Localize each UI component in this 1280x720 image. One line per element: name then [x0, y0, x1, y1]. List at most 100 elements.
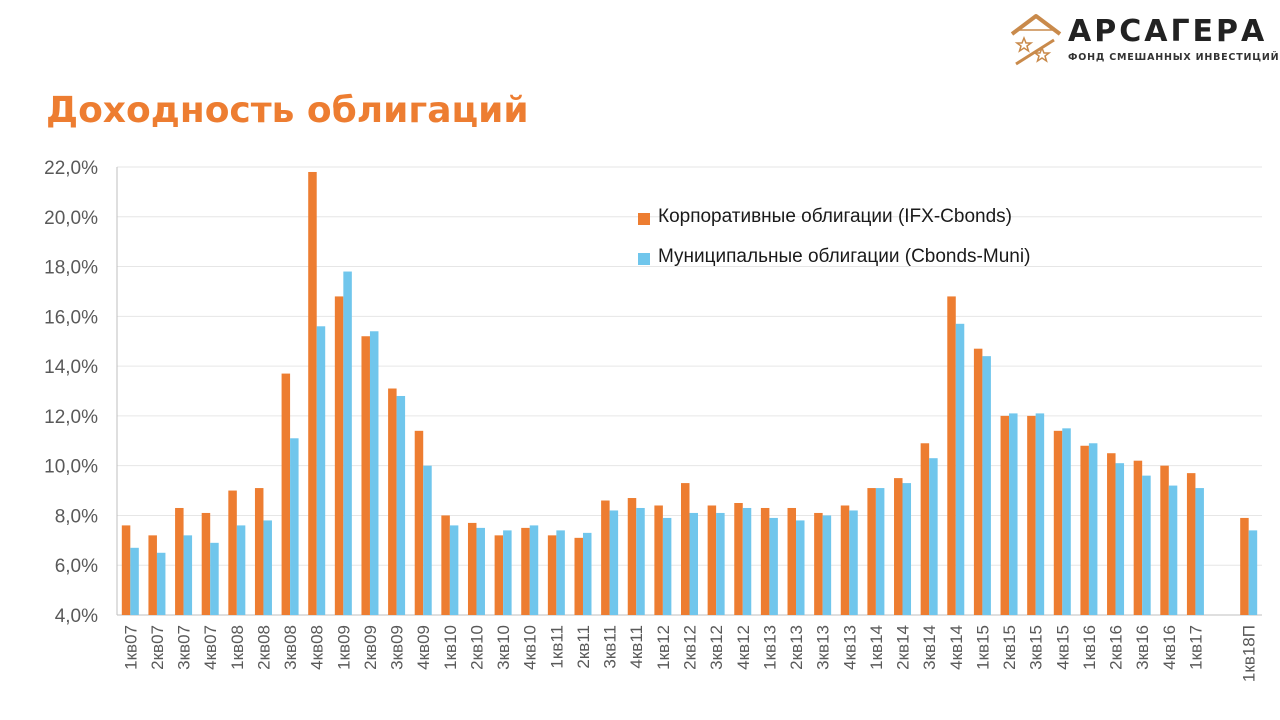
- bar-corporate: [707, 505, 717, 615]
- bar-corporate: [388, 388, 397, 615]
- x-tick-label: 3кв14: [920, 625, 939, 670]
- x-tick-label: 1кв07: [121, 625, 140, 670]
- bar-corporate: [1133, 460, 1143, 615]
- logo-name: АРСАГЕРА: [1068, 14, 1268, 49]
- x-tick-label: 4кв07: [201, 625, 220, 670]
- bar-corporate: [840, 505, 850, 615]
- bar-municipal: [582, 532, 592, 615]
- bar-corporate: [281, 373, 291, 615]
- bar-municipal: [1035, 413, 1045, 615]
- x-tick-label: 3кв09: [388, 625, 407, 670]
- x-tick-label: 4кв15: [1053, 625, 1072, 670]
- bar-municipal: [1088, 443, 1098, 615]
- legend-label-municipal: Муниципальные облигации (Cbonds-Muni): [658, 246, 1031, 267]
- bar-corporate: [148, 535, 157, 615]
- bar-corporate: [867, 488, 876, 615]
- x-tick-label: 2кв09: [361, 625, 380, 670]
- y-tick-label: 18,0%: [44, 258, 98, 279]
- bar-municipal: [716, 512, 725, 615]
- x-tick-label: 3кв15: [1027, 625, 1046, 670]
- bar-municipal: [423, 465, 432, 615]
- bar-corporate: [601, 500, 610, 615]
- x-tick-label: 4кв08: [308, 625, 327, 670]
- bar-corporate: [894, 478, 903, 615]
- bar-municipal: [1062, 428, 1071, 615]
- bar-corporate: [920, 443, 930, 615]
- bar-municipal: [1248, 530, 1258, 615]
- bar-corporate: [1160, 465, 1169, 615]
- x-tick-label: 3кв11: [601, 625, 620, 669]
- bar-municipal: [183, 535, 193, 615]
- bar-corporate: [201, 512, 211, 615]
- x-tick-label: 1кв18П: [1240, 625, 1259, 682]
- bar-municipal: [636, 507, 645, 615]
- x-tick-label: 2кв08: [254, 625, 273, 670]
- legend-label-corporate: Корпоративные облигации (IFX-Cbonds): [658, 206, 1012, 227]
- bar-corporate: [1027, 415, 1036, 615]
- bar-municipal: [156, 552, 166, 615]
- x-tick-label: 4кв12: [734, 625, 753, 670]
- bar-municipal: [130, 547, 139, 615]
- y-tick-label: 10,0%: [44, 457, 98, 478]
- bar-municipal: [902, 483, 912, 615]
- x-tick-label: 3кв12: [707, 625, 726, 670]
- bar-municipal: [875, 488, 885, 615]
- bar-corporate: [467, 522, 477, 615]
- bar-municipal: [769, 517, 778, 615]
- bar-municipal: [503, 530, 512, 615]
- house-stars-icon: [1010, 14, 1062, 66]
- bar-municipal: [955, 323, 965, 615]
- y-tick-label: 12,0%: [44, 407, 98, 428]
- bar-corporate: [1080, 445, 1089, 615]
- bar-corporate: [627, 498, 637, 615]
- bar-municipal: [1195, 488, 1204, 615]
- x-tick-label: 1кв14: [867, 625, 886, 670]
- bar-municipal: [1009, 413, 1018, 615]
- bar-municipal: [343, 271, 352, 615]
- bar-municipal: [369, 331, 379, 615]
- bar-corporate: [361, 336, 370, 615]
- bar-corporate: [1186, 473, 1196, 615]
- bar-municipal: [1168, 485, 1178, 615]
- x-tick-label: 4кв11: [627, 625, 646, 669]
- bar-municipal: [449, 525, 459, 615]
- y-tick-label: 20,0%: [44, 208, 98, 229]
- x-tick-label: 3кв07: [175, 625, 194, 670]
- x-tick-label: 2кв07: [148, 625, 167, 670]
- bar-municipal: [982, 356, 991, 615]
- x-tick-label: 2кв10: [467, 625, 486, 670]
- x-tick-label: 1кв13: [760, 625, 779, 670]
- bar-municipal: [822, 515, 832, 615]
- bar-municipal: [1115, 463, 1125, 615]
- x-tick-label: 3кв13: [814, 625, 833, 670]
- x-tick-label: 1кв09: [334, 625, 353, 670]
- bar-municipal: [263, 520, 272, 615]
- bar-corporate: [494, 535, 504, 615]
- bar-municipal: [929, 458, 938, 615]
- y-tick-label: 6,0%: [55, 556, 98, 577]
- bar-corporate: [787, 507, 797, 615]
- x-tick-label: 4кв09: [414, 625, 433, 670]
- x-tick-label: 2кв13: [787, 625, 806, 670]
- x-tick-label: 3кв10: [494, 625, 513, 670]
- x-tick-label: 1кв17: [1186, 625, 1205, 670]
- page-title: Доходность облигаций: [46, 90, 529, 131]
- bar-municipal: [556, 530, 565, 615]
- bar-corporate: [574, 537, 583, 615]
- bar-corporate: [308, 171, 317, 615]
- bar-municipal: [210, 542, 219, 615]
- x-tick-label: 2кв12: [681, 625, 700, 670]
- x-tick-label: 4кв13: [840, 625, 859, 670]
- x-tick-label: 2кв14: [894, 625, 913, 670]
- x-tick-label: 2кв11: [574, 625, 593, 669]
- bar-municipal: [609, 510, 619, 615]
- x-tick-label: 1кв10: [441, 625, 460, 670]
- bar-municipal: [236, 525, 246, 615]
- bar-municipal: [290, 438, 299, 615]
- y-tick-label: 22,0%: [44, 158, 98, 179]
- bar-corporate: [521, 527, 530, 615]
- bar-corporate: [334, 296, 344, 615]
- bar-corporate: [547, 535, 557, 615]
- x-tick-label: 1кв16: [1080, 625, 1099, 670]
